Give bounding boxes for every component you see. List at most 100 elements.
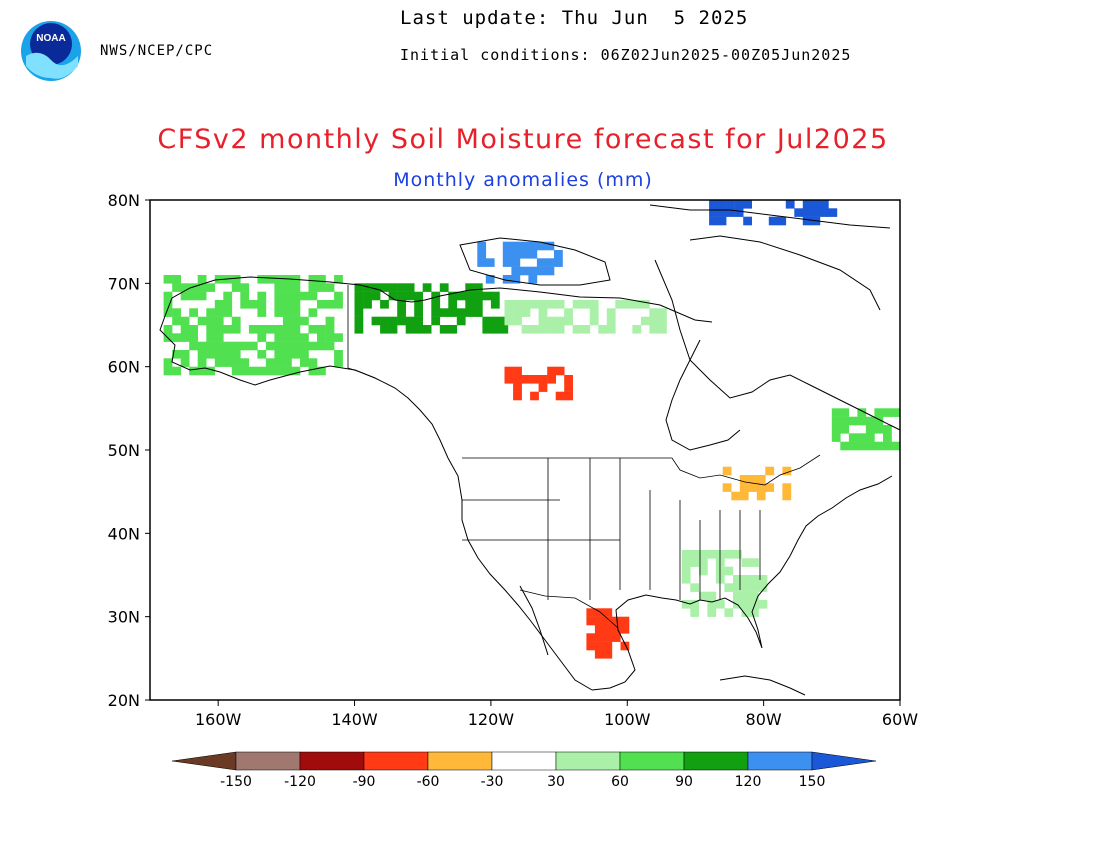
anomaly-cell: [257, 325, 267, 334]
anomaly-cell: [615, 300, 625, 309]
anomaly-cell: [214, 341, 224, 351]
colorbar-segment: [747, 751, 813, 771]
anomaly-cell: [456, 291, 466, 301]
anomaly-cell: [308, 283, 318, 292]
lat-tick-label: 60N: [108, 358, 140, 377]
anomaly-cell: [530, 375, 539, 384]
anomaly-cell: [317, 341, 326, 351]
anomaly-cell: [257, 333, 267, 342]
anomaly-cell: [240, 366, 250, 376]
colorbar-label: -120: [284, 774, 316, 790]
anomaly-cell: [538, 325, 548, 334]
anomaly-cell: [325, 333, 335, 342]
anomaly-cell: [802, 208, 812, 217]
anomaly-region: [722, 466, 792, 501]
anomaly-cell: [528, 275, 538, 284]
coastlines: [159, 204, 901, 696]
anomaly-cell: [831, 425, 841, 434]
anomaly-cell: [274, 283, 284, 292]
anomaly-cell: [180, 283, 190, 292]
anomaly-cell: [865, 425, 875, 434]
anomaly-cell: [388, 316, 398, 326]
anomaly-cell: [513, 308, 522, 317]
anomaly-cell: [477, 258, 487, 267]
anomaly-cell: [231, 283, 241, 292]
anomaly-cell: [530, 391, 539, 401]
anomaly-cell: [840, 425, 850, 434]
anomaly-cell: [739, 491, 749, 501]
anomaly-cell: [291, 308, 301, 317]
anomaly-cell: [473, 308, 483, 317]
anomaly-cell: [214, 300, 224, 309]
anomaly-cell: [240, 300, 250, 309]
anomaly-cell: [283, 358, 292, 367]
anomaly-cell: [325, 283, 335, 292]
anomaly-cell: [722, 466, 732, 476]
anomaly-cell: [397, 300, 406, 309]
anomaly-cell: [180, 325, 190, 334]
anomaly-cell: [482, 316, 492, 326]
anomaly-cell: [274, 350, 284, 359]
initial-conditions-text: Initial conditions: 06Z02Jun2025-00Z05Ju…: [400, 46, 852, 64]
anomaly-cell: [731, 491, 741, 501]
anomaly-cell: [750, 583, 759, 592]
hudson-bay-outline: [665, 339, 741, 451]
agency-label: NWS/NCEP/CPC: [100, 43, 214, 59]
colorbar-label: -90: [353, 774, 376, 790]
anomaly-cell: [414, 325, 423, 334]
anomaly-cell: [603, 650, 613, 659]
colorbar-segment: [363, 751, 429, 771]
anomaly-cell: [448, 291, 458, 301]
anomaly-cell: [519, 266, 529, 276]
anomaly-cell: [709, 216, 718, 226]
anomaly-cell: [354, 283, 364, 292]
anomaly-cell: [743, 216, 752, 226]
anomaly-cell: [257, 308, 267, 317]
anomaly-cell: [473, 300, 483, 309]
colorbar-segment: [555, 751, 621, 771]
anomaly-cell: [511, 258, 521, 267]
anomaly-cell: [248, 341, 258, 351]
anomaly-cell: [698, 591, 708, 601]
anomaly-cell: [397, 308, 406, 317]
anomaly-cell: [317, 325, 326, 334]
anomaly-cell: [782, 491, 792, 501]
anomaly-cell: [380, 283, 389, 292]
colorbar-segment: [299, 751, 365, 771]
anomaly-cell: [283, 366, 292, 376]
anomaly-cell: [857, 416, 867, 426]
anomaly-cell: [308, 341, 318, 351]
anomaly-cell: [603, 608, 613, 617]
anomaly-cell: [189, 291, 198, 301]
anomaly-cell: [840, 441, 850, 451]
anomaly-cell: [504, 316, 514, 326]
anomaly-cell: [308, 325, 318, 334]
anomaly-cell: [482, 291, 492, 301]
anomaly-cell: [874, 425, 884, 434]
anomaly-cell: [431, 316, 441, 326]
anomaly-cell: [504, 366, 514, 376]
colorbar-min-arrow: [171, 751, 237, 771]
anomaly-cell: [513, 375, 522, 384]
anomaly-cell: [611, 616, 621, 626]
anomaly-cell: [594, 616, 604, 626]
anomaly-cell: [707, 600, 717, 609]
anomaly-cell: [197, 366, 207, 376]
anomaly-cell: [257, 275, 267, 284]
anomaly-cell: [511, 250, 521, 259]
anomaly-cell: [334, 358, 343, 367]
anomaly-cell: [265, 275, 275, 284]
victoria-island: [459, 237, 611, 286]
anomaly-cell: [554, 258, 563, 267]
anomaly-cell: [206, 350, 216, 359]
anomaly-cell: [811, 208, 821, 217]
anomaly-cell: [586, 608, 596, 617]
anomaly-cell: [240, 291, 250, 301]
anomaly-cell: [300, 350, 309, 359]
anomaly-cell: [722, 483, 732, 492]
page-subtitle: Monthly anomalies (mm): [393, 169, 653, 191]
last-update-text: Last update: Thu Jun 5 2025: [400, 7, 749, 29]
anomaly-cell: [422, 283, 432, 292]
anomaly-cell: [564, 308, 573, 317]
anomaly-cell: [485, 258, 495, 267]
